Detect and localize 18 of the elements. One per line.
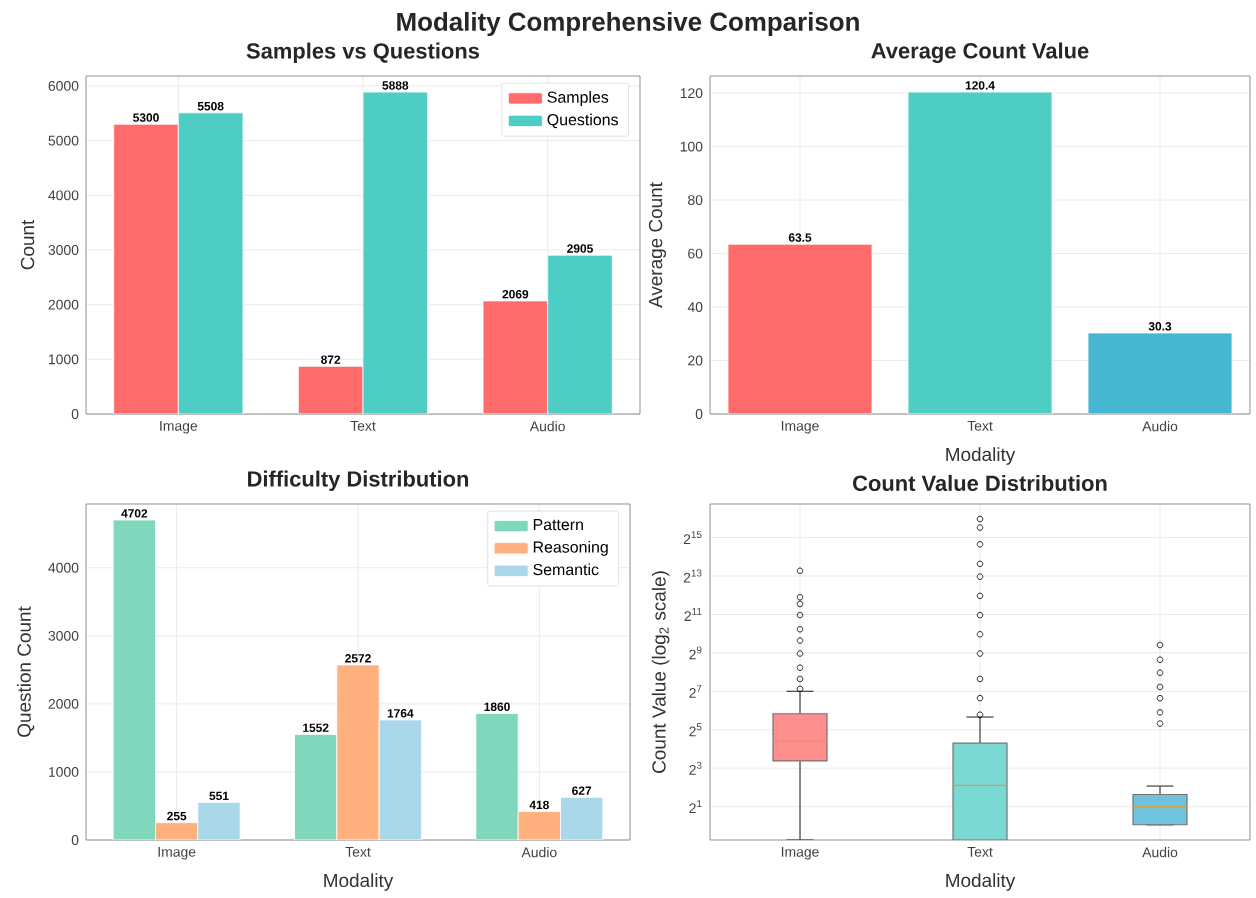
chart-title: Average Count Value	[871, 42, 1089, 64]
x-axis-title: Modality	[946, 447, 1016, 466]
bar	[177, 112, 244, 415]
chart-title: Samples vs Questions	[246, 42, 480, 64]
y-axis-title: Count Value (log$_{2}$ scale)	[651, 571, 670, 774]
bar	[547, 255, 613, 415]
bar	[113, 124, 179, 415]
bar	[362, 91, 429, 415]
bar	[482, 300, 549, 415]
text: Modality Comprehensive Comparison	[397, 12, 859, 37]
y-axis-title: Question Count	[16, 606, 35, 738]
bar	[297, 366, 364, 415]
x-axis-title: Modality	[946, 873, 1016, 892]
chart-title: Difficulty Distribution	[248, 470, 469, 492]
x-axis-title: Modality	[324, 873, 394, 892]
chart-title: Count Value Distribution	[853, 475, 1107, 492]
y-axis-title: Average Count	[648, 182, 667, 309]
y-axis-title: Count	[20, 220, 35, 270]
